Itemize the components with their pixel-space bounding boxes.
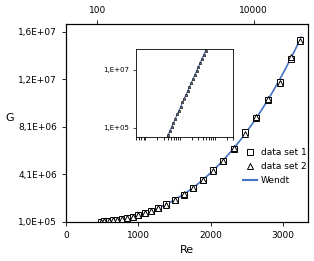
data set 1 — [254, 117, 258, 120]
data set 1 — [143, 212, 146, 215]
data set 2 — [191, 186, 195, 189]
data set 2 — [116, 218, 119, 221]
data set 2 — [149, 209, 153, 212]
data set 1 — [120, 217, 124, 221]
data set 1 — [137, 213, 140, 217]
data set 1 — [243, 131, 247, 134]
data set 1 — [156, 206, 160, 210]
data set 2 — [278, 81, 281, 84]
data set 2 — [298, 39, 302, 43]
data set 1 — [266, 98, 270, 101]
data set 1 — [298, 38, 302, 41]
data set 1 — [99, 220, 103, 223]
data set 2 — [111, 219, 115, 222]
Line: data set 2: data set 2 — [98, 38, 302, 224]
data set 2 — [266, 98, 270, 101]
data set 1 — [173, 199, 176, 202]
data set 2 — [143, 212, 146, 215]
data set 2 — [137, 213, 140, 217]
data set 1 — [116, 218, 119, 221]
data set 2 — [201, 178, 205, 181]
data set 2 — [222, 159, 225, 163]
data set 2 — [99, 220, 103, 223]
data set 2 — [120, 217, 124, 221]
data set 1 — [232, 147, 236, 150]
data set 2 — [165, 203, 168, 206]
data set 2 — [125, 216, 129, 220]
data set 2 — [289, 56, 293, 59]
data set 1 — [278, 81, 281, 84]
data set 2 — [173, 198, 176, 201]
Legend: data set 1, data set 2, Wendt: data set 1, data set 2, Wendt — [243, 148, 306, 185]
X-axis label: Re: Re — [180, 245, 194, 256]
data set 2 — [211, 169, 215, 173]
data set 2 — [243, 133, 247, 136]
data set 2 — [103, 220, 106, 223]
data set 1 — [107, 220, 111, 223]
data set 1 — [289, 57, 293, 61]
data set 1 — [222, 159, 225, 162]
data set 2 — [107, 220, 111, 223]
data set 1 — [111, 219, 115, 222]
data set 1 — [165, 203, 168, 206]
data set 2 — [182, 192, 186, 195]
data set 1 — [125, 216, 129, 220]
data set 1 — [201, 179, 205, 182]
data set 2 — [156, 207, 160, 210]
data set 1 — [211, 169, 215, 172]
data set 2 — [232, 147, 236, 150]
Y-axis label: G: G — [6, 113, 14, 123]
data set 1 — [182, 193, 186, 196]
data set 1 — [131, 215, 134, 218]
data set 2 — [254, 115, 258, 118]
Line: data set 1: data set 1 — [98, 37, 302, 224]
data set 1 — [149, 209, 153, 212]
data set 2 — [131, 215, 134, 218]
data set 1 — [191, 186, 195, 189]
data set 1 — [103, 220, 106, 223]
